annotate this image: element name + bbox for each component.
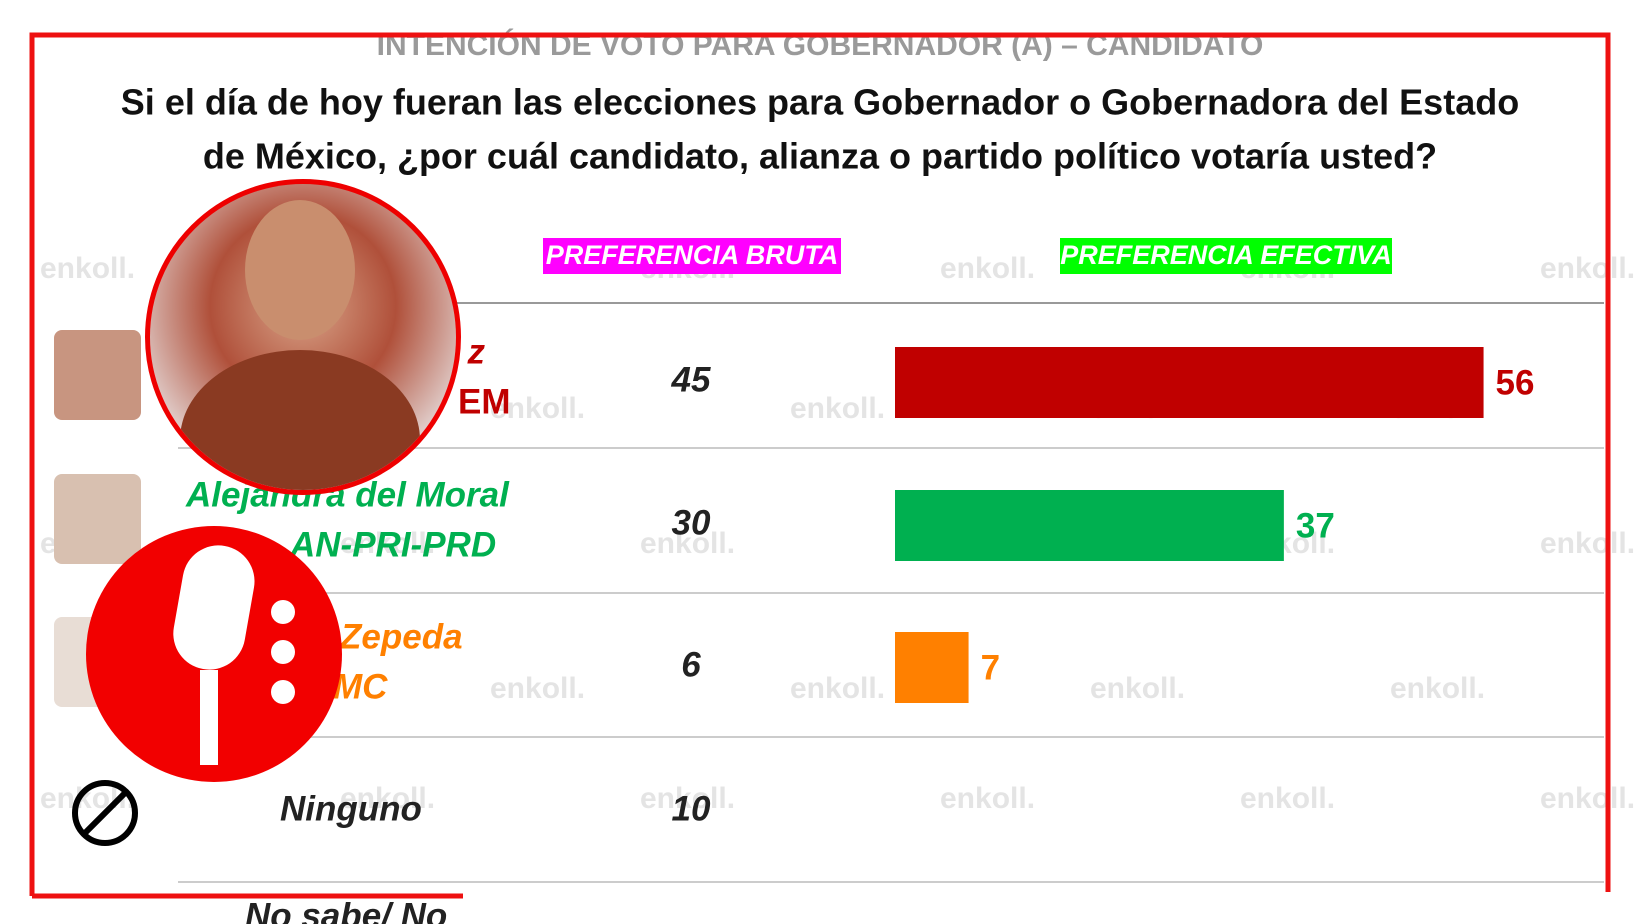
candidate-name: z (467, 332, 486, 371)
watermark: enkoll. (490, 672, 585, 705)
frame (29, 32, 1611, 899)
watermark: enkoll. (1540, 252, 1635, 285)
watermark: enkoll. (940, 252, 1035, 285)
question-line: Si el día de hoy fueran las elecciones p… (121, 82, 1519, 123)
bar-value: 37 (1296, 506, 1335, 545)
watermark: enkoll. (1540, 782, 1635, 815)
bar-value: 7 (981, 648, 1000, 687)
bar-value: 56 (1496, 363, 1535, 402)
party-name: EM (458, 382, 511, 421)
footer: No sabe/ No (245, 896, 447, 924)
watermark: enkoll. (640, 782, 735, 815)
none-icon (72, 780, 138, 846)
candidate-name: Ninguno (280, 789, 422, 828)
candidate-name: Zepeda (339, 617, 463, 656)
watermark: enkoll. (1240, 782, 1335, 815)
watermark: enkoll. (640, 527, 735, 560)
watermark: enkoll. (1540, 527, 1635, 560)
brute-value: 30 (672, 503, 711, 542)
bar (895, 347, 1484, 418)
bar (895, 490, 1284, 561)
photo-overlay (145, 179, 461, 495)
column-header: PREFERENCIA BRUTA (546, 240, 839, 270)
brute-value: 10 (672, 789, 711, 828)
candidate-photo (54, 330, 141, 420)
brute-value: 6 (681, 645, 701, 684)
watermark: enkoll. (340, 527, 435, 560)
brute-value: 45 (671, 360, 711, 399)
party-name: AN-PRI-PRD (289, 525, 496, 564)
watermark: enkoll. (790, 392, 885, 425)
watermark: enkoll. (340, 782, 435, 815)
header-background (1060, 238, 1392, 274)
watermark: enkoll. (1390, 672, 1485, 705)
column-header: PREFERENCIA EFECTIVA (1060, 240, 1392, 270)
question-line: de México, ¿por cuál candidato, alianza … (203, 136, 1437, 177)
mic-icon (86, 526, 342, 782)
candidate-photo (54, 474, 141, 564)
header-background (543, 238, 841, 274)
watermark: enkoll. (490, 392, 585, 425)
watermark: enkoll. (790, 672, 885, 705)
party-name: MC (333, 667, 388, 706)
watermark: enkoll. (940, 782, 1035, 815)
chart: PREFERENCIA BRUTA PREFERENCIA EFECTIVA z EM… (178, 238, 1604, 924)
bar (895, 632, 969, 703)
watermark: enkoll. (1090, 672, 1185, 705)
watermark: enkoll. (40, 252, 135, 285)
